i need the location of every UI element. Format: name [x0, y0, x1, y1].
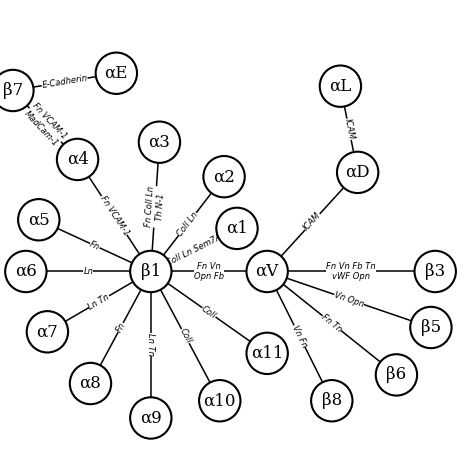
Text: ICAM: ICAM	[302, 211, 323, 233]
Text: Coll Ln: Coll Ln	[175, 210, 200, 238]
Text: β8: β8	[322, 392, 342, 409]
Text: α8: α8	[80, 375, 101, 392]
Text: α5: α5	[28, 211, 50, 228]
Text: α4: α4	[67, 151, 89, 168]
Text: β6: β6	[386, 366, 407, 383]
Text: α10: α10	[203, 392, 236, 409]
Text: β1: β1	[141, 263, 161, 280]
Ellipse shape	[216, 208, 258, 249]
Text: Fn VCAM-1: Fn VCAM-1	[98, 194, 130, 237]
Ellipse shape	[5, 251, 46, 292]
Ellipse shape	[203, 156, 245, 197]
Ellipse shape	[376, 354, 417, 396]
Ellipse shape	[139, 121, 180, 163]
Ellipse shape	[96, 53, 137, 94]
Text: Fn Coll Ln
Th N-1: Fn Coll Ln Th N-1	[144, 186, 166, 228]
Ellipse shape	[311, 380, 353, 421]
Text: Ln Tn: Ln Tn	[146, 333, 155, 356]
Text: Fn: Fn	[114, 321, 127, 334]
Text: α3: α3	[148, 134, 170, 151]
Text: Coll Ln Sem7A: Coll Ln Sem7A	[165, 232, 223, 267]
Text: β5: β5	[421, 319, 441, 336]
Text: αE: αE	[105, 65, 128, 82]
Text: Coll: Coll	[200, 304, 218, 320]
Text: αL: αL	[329, 78, 352, 95]
Ellipse shape	[18, 199, 59, 240]
Ellipse shape	[199, 380, 240, 421]
Ellipse shape	[337, 152, 378, 193]
Text: α6: α6	[15, 263, 36, 280]
Text: α9: α9	[140, 410, 162, 427]
Text: Fn Vn Fb Tn
vWF Opn: Fn Vn Fb Tn vWF Opn	[327, 262, 376, 281]
Text: Vn Opn: Vn Opn	[333, 290, 365, 309]
Text: α2: α2	[213, 168, 235, 185]
Text: Ln Tn: Ln Tn	[87, 292, 111, 311]
Text: ICAM: ICAM	[343, 118, 356, 141]
Ellipse shape	[27, 311, 68, 353]
Text: α1: α1	[226, 220, 248, 237]
Text: α11: α11	[251, 345, 283, 362]
Text: Fn Tn: Fn Tn	[320, 312, 344, 334]
Text: Ln: Ln	[83, 267, 93, 276]
Ellipse shape	[320, 65, 361, 107]
Ellipse shape	[410, 307, 452, 348]
Ellipse shape	[57, 139, 98, 180]
Ellipse shape	[246, 333, 288, 374]
Ellipse shape	[415, 251, 456, 292]
Text: Fn VCAM-1
MadCam-1: Fn VCAM-1 MadCam-1	[23, 101, 68, 148]
Ellipse shape	[70, 363, 111, 404]
Text: Vn Fn: Vn Fn	[290, 323, 309, 349]
Ellipse shape	[130, 251, 172, 292]
Text: α7: α7	[36, 323, 58, 340]
Text: Fn Vn
Opn Fb: Fn Vn Opn Fb	[194, 262, 224, 281]
Text: αV: αV	[255, 263, 279, 280]
Text: Fn: Fn	[88, 239, 101, 252]
Text: Coll: Coll	[178, 327, 193, 345]
Ellipse shape	[246, 251, 288, 292]
Text: E-Cadherin: E-Cadherin	[41, 73, 88, 90]
Ellipse shape	[0, 70, 34, 111]
Text: αD: αD	[346, 164, 370, 181]
Text: β7: β7	[3, 82, 23, 99]
Text: β3: β3	[425, 263, 446, 280]
Ellipse shape	[130, 397, 172, 438]
